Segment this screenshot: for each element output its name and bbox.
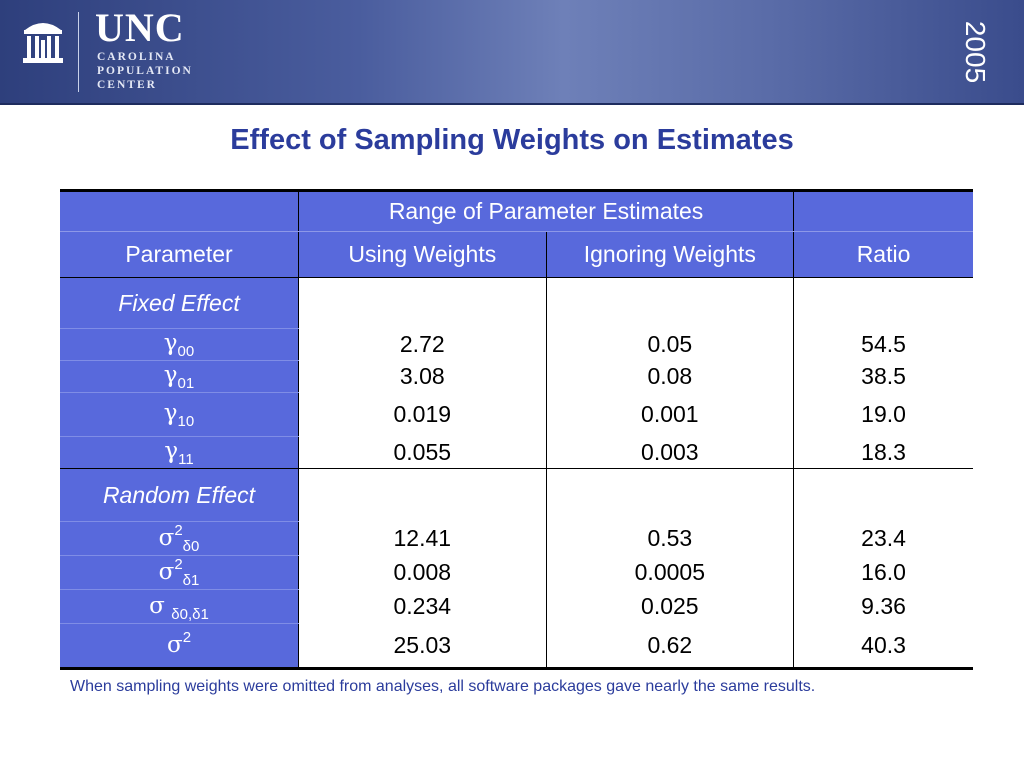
footnote: When sampling weights were omitted from …: [70, 678, 816, 695]
param-gamma-11: γ11: [60, 436, 300, 469]
param-sigma-d0-d1: σ δ0,δ1: [60, 589, 300, 624]
ratio-value: 40.3: [861, 631, 906, 658]
table-row: γ00 2.72 0.05 54.5: [60, 328, 973, 361]
blank-cell: [298, 468, 547, 522]
fixed-section-row: Fixed Effect: [60, 277, 973, 329]
old-well-logo-icon: [23, 23, 63, 63]
logo-divider: [78, 12, 79, 92]
group-header: Range of Parameter Estimates: [298, 190, 795, 232]
ignoring-value: 0.025: [546, 589, 795, 624]
logo-line-population: POPULATION: [97, 65, 193, 77]
table-row: σ2δ0 12.41 0.53 23.4: [60, 521, 973, 556]
ignoring-value: 0.53: [546, 521, 795, 556]
param-gamma-00: γ00: [60, 328, 300, 361]
param-gamma-10: γ10: [60, 392, 300, 437]
logo-unc-text: UNC: [95, 5, 185, 50]
weights-value: 2.72: [298, 328, 547, 361]
ratio-value: 54.5: [861, 331, 906, 357]
slide-title: Effect of Sampling Weights on Estimates: [230, 124, 794, 156]
weights-value: 0.055: [298, 436, 547, 469]
header-ratio: Ratio: [793, 231, 973, 278]
ratio-value: 18.3: [861, 438, 906, 465]
logo-line-carolina: CAROLINA: [97, 51, 176, 63]
ratio-header-top: [793, 190, 973, 232]
header-ignoring-weights: Ignoring Weights: [546, 231, 795, 278]
table-row: σ2 25.03 0.62 40.3: [60, 623, 973, 669]
blank-cell: [793, 277, 973, 329]
ignoring-value: 0.62: [546, 623, 795, 669]
ignoring-value: 0.05: [546, 328, 795, 361]
ratio-value: 16.0: [861, 559, 906, 585]
logo-line-center: CENTER: [97, 79, 157, 91]
ratio-value: 38.5: [861, 363, 906, 389]
header-using-weights: Using Weights: [298, 231, 547, 278]
table-header-row-1: Range of Parameter Estimates: [60, 190, 973, 232]
ignoring-value: 0.003: [546, 436, 795, 469]
random-section-row: Random Effect: [60, 468, 973, 522]
blank-cell: [546, 277, 795, 329]
ratio-value: 9.36: [861, 593, 906, 619]
header-parameter: Parameter: [60, 231, 300, 278]
weights-value: 3.08: [298, 360, 547, 393]
header-banner: UNC CAROLINA POPULATION CENTER 2005: [0, 0, 1024, 105]
blank-cell: [793, 468, 973, 522]
random-effect-label: Random Effect: [60, 468, 300, 522]
ignoring-value: 0.08: [546, 360, 795, 393]
param-sigma2-d1: σ2δ1: [60, 555, 300, 590]
weights-value: 0.019: [298, 392, 547, 437]
ratio-value: 23.4: [861, 525, 906, 551]
ratio-value: 19.0: [861, 401, 906, 427]
table-row: σ δ0,δ1 0.234 0.025 9.36: [60, 589, 973, 624]
estimates-table: Range of Parameter Estimates Parameter U…: [60, 189, 973, 670]
table-row: γ10 0.019 0.001 19.0: [60, 392, 973, 437]
ignoring-value: 0.0005: [546, 555, 795, 590]
fixed-effect-label: Fixed Effect: [60, 277, 300, 329]
table-row: γ11 0.055 0.003 18.3: [60, 436, 973, 469]
header-empty-cell: [60, 190, 300, 232]
blank-cell: [298, 277, 547, 329]
weights-value: 0.008: [298, 555, 547, 590]
table-row: γ01 3.08 0.08 38.5: [60, 360, 973, 393]
year-label: 2005: [950, 10, 1000, 94]
weights-value: 12.41: [298, 521, 547, 556]
ignoring-value: 0.001: [546, 392, 795, 437]
table-row: σ2δ1 0.008 0.0005 16.0: [60, 555, 973, 590]
param-gamma-01: γ01: [60, 360, 300, 393]
year-text: 2005: [960, 20, 992, 84]
weights-value: 0.234: [298, 589, 547, 624]
weights-value: 25.03: [298, 623, 547, 669]
param-sigma2-d0: σ2δ0: [60, 521, 300, 556]
table-header-row-2: Parameter Using Weights Ignoring Weights…: [60, 231, 973, 278]
blank-cell: [546, 468, 795, 522]
param-sigma2: σ2: [60, 623, 300, 669]
